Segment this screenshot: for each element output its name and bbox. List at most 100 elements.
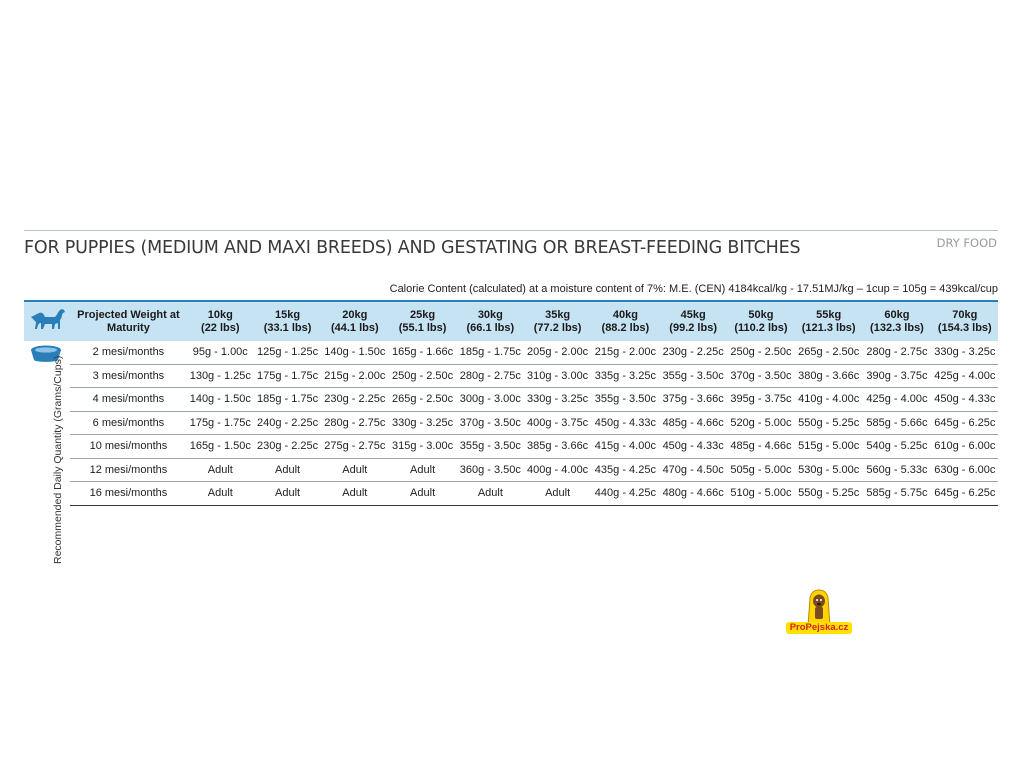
quantity-cell: 215g - 2.00c	[591, 341, 660, 365]
quantity-cell: 355g - 3.50c	[456, 434, 524, 459]
age-cell: 10 mesi/months	[70, 434, 187, 459]
quantity-cell: 125g - 1.25c	[253, 341, 322, 365]
quantity-cell: 280g - 2.75c	[321, 411, 389, 435]
quantity-cell: 450g - 4.33c	[591, 411, 660, 435]
table-row: 12 mesi/months Adult Adult Adult Adult 3…	[24, 458, 998, 482]
age-cell: 3 mesi/months	[70, 364, 187, 388]
table-row: 6 mesi/months 175g - 1.75c 240g - 2.25c …	[24, 411, 998, 435]
quantity-cell: 330g - 3.25c	[523, 387, 592, 412]
quantity-cell: 515g - 5.00c	[795, 434, 863, 459]
quantity-cell: 240g - 2.25c	[253, 411, 322, 435]
quantity-cell: 400g - 4.00c	[523, 458, 592, 482]
quantity-cell: 300g - 3.00c	[456, 387, 524, 412]
weight-lbs: (66.1 lbs)	[466, 321, 515, 334]
quantity-cell: 370g - 3.50c	[726, 364, 796, 388]
quantity-cell: 450g - 4.33c	[659, 434, 727, 459]
side-label-cell: Recommended Daily Quantity (Grams/Cups)	[24, 341, 70, 564]
quantity-cell: 505g - 5.00c	[726, 458, 796, 482]
quantity-cell: 370g - 3.50c	[456, 411, 524, 435]
quantity-cell: 560g - 5.33c	[862, 458, 932, 482]
quantity-cell: 280g - 2.75c	[862, 341, 932, 365]
quantity-cell: 485g - 4.66c	[659, 411, 727, 435]
quantity-cell: 95g - 1.00c	[186, 341, 254, 365]
weight-lbs: (88.2 lbs)	[601, 321, 650, 334]
weight-lbs: (154.3 lbs)	[937, 321, 992, 334]
quantity-cell: 425g - 4.00c	[862, 387, 932, 412]
weight-kg: 10kg	[207, 308, 233, 321]
quantity-cell: Adult	[186, 481, 254, 506]
age-cell: 12 mesi/months	[70, 458, 187, 482]
calorie-content-note: Calorie Content (calculated) at a moistu…	[389, 283, 998, 295]
quantity-cell: 265g - 2.50c	[388, 387, 457, 412]
weight-kg: 55kg	[816, 308, 842, 321]
recommended-quantity-label: Recommended Daily Quantity (Grams/Cups)	[52, 355, 64, 564]
weight-kg: 40kg	[612, 308, 638, 321]
quantity-cell: 355g - 3.50c	[659, 364, 727, 388]
quantity-cell: 165g - 1.66c	[388, 341, 457, 365]
table-header-row: Projected Weight at Maturity 10kg (22 lbs…	[24, 300, 998, 341]
quantity-cell: Adult	[388, 458, 457, 482]
weight-header-15kg: 15kg (33.1 lbs)	[253, 300, 322, 341]
top-divider	[24, 230, 998, 231]
propejska-logo[interactable]: ProPejska.cz	[786, 588, 852, 636]
quantity-cell: 630g - 6.00c	[931, 458, 998, 482]
table-row: 4 mesi/months 140g - 1.50c 185g - 1.75c …	[24, 387, 998, 412]
weight-lbs: (99.2 lbs)	[669, 321, 717, 334]
quantity-cell: 425g - 4.00c	[931, 364, 998, 388]
quantity-cell: 250g - 2.50c	[726, 341, 796, 365]
quantity-cell: 645g - 6.25c	[931, 481, 998, 506]
quantity-cell: 395g - 3.75c	[726, 387, 796, 412]
feeding-table: Projected Weight at Maturity 10kg (22 lbs…	[24, 300, 998, 564]
weight-header-10kg: 10kg (22 lbs)	[186, 300, 254, 341]
table-row: 3 mesi/months 130g - 1.25c 175g - 1.75c …	[24, 364, 998, 388]
weight-kg: 70kg	[952, 308, 978, 321]
quantity-cell: 175g - 1.75c	[253, 364, 322, 388]
weight-header-70kg: 70kg (154.3 lbs)	[931, 300, 998, 341]
quantity-cell: 550g - 5.25c	[795, 411, 863, 435]
quantity-cell: 540g - 5.25c	[862, 434, 932, 459]
quantity-cell: 375g - 3.66c	[659, 387, 727, 412]
dog-mascot-icon	[807, 589, 831, 627]
weight-header-25kg: 25kg (55.1 lbs)	[388, 300, 457, 341]
weight-lbs: (33.1 lbs)	[263, 321, 312, 334]
quantity-cell: 230g - 2.25c	[253, 434, 322, 459]
weight-lbs: (121.3 lbs)	[801, 321, 856, 334]
age-cell: 2 mesi/months	[70, 341, 187, 365]
quantity-cell: Adult	[321, 481, 389, 506]
quantity-cell: 400g - 3.75c	[523, 411, 592, 435]
quantity-cell: 140g - 1.50c	[186, 387, 254, 412]
quantity-cell: 470g - 4.50c	[659, 458, 727, 482]
quantity-cell: 175g - 1.75c	[186, 411, 254, 435]
quantity-cell: 215g - 2.00c	[321, 364, 389, 388]
quantity-cell: 280g - 2.75c	[456, 364, 524, 388]
quantity-cell: 265g - 2.50c	[795, 341, 863, 365]
quantity-cell: 410g - 4.00c	[795, 387, 863, 412]
weight-kg: 50kg	[748, 308, 774, 321]
weight-lbs: (132.3 lbs)	[870, 321, 924, 334]
weight-lbs: (55.1 lbs)	[398, 321, 447, 334]
weight-header-45kg: 45kg (99.2 lbs)	[659, 300, 727, 341]
quantity-cell: 480g - 4.66c	[659, 481, 727, 506]
table-row: 10 mesi/months 165g - 1.50c 230g - 2.25c…	[24, 434, 998, 459]
quantity-cell: 550g - 5.25c	[795, 481, 863, 506]
quantity-cell: 390g - 3.75c	[862, 364, 932, 388]
weight-lbs: (110.2 lbs)	[734, 321, 788, 334]
weight-kg: 20kg	[342, 308, 368, 321]
quantity-cell: 130g - 1.25c	[186, 364, 254, 388]
age-cell: 16 mesi/months	[70, 481, 187, 506]
quantity-cell: Adult	[388, 481, 457, 506]
quantity-cell: 330g - 3.25c	[388, 411, 457, 435]
age-cell: 4 mesi/months	[70, 387, 187, 412]
quantity-cell: 250g - 2.50c	[388, 364, 457, 388]
quantity-cell: 185g - 1.75c	[253, 387, 322, 412]
quantity-cell: 440g - 4.25c	[591, 481, 660, 506]
quantity-cell: Adult	[456, 481, 524, 506]
weight-header-55kg: 55kg (121.3 lbs)	[795, 300, 863, 341]
quantity-cell: 335g - 3.25c	[591, 364, 660, 388]
dog-header-cell	[24, 300, 71, 341]
weight-kg: 45kg	[680, 308, 706, 321]
weight-lbs: (44.1 lbs)	[330, 321, 379, 334]
document-title: FOR PUPPIES (MEDIUM AND MAXI BREEDS) AND…	[24, 238, 801, 258]
quantity-cell: 330g - 3.25c	[931, 341, 998, 365]
weight-header-35kg: 35kg (77.2 lbs)	[523, 300, 592, 341]
